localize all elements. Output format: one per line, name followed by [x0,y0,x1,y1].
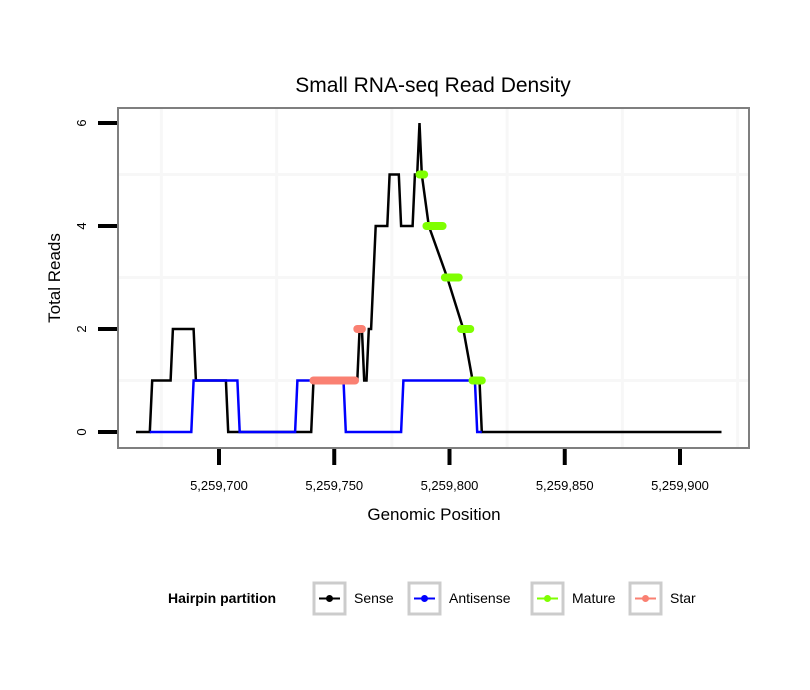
y-axis: 0 2 4 6 [74,119,117,436]
y-tick-label: 2 [74,325,89,332]
x-tick-label: 5,259,800 [421,478,479,493]
x-tick-label: 5,259,900 [651,478,709,493]
legend-label: Star [670,590,696,606]
legend-label: Mature [572,590,616,606]
x-tick-label: 5,259,850 [536,478,594,493]
legend-key-point [544,595,551,602]
legend-title: Hairpin partition [168,590,276,606]
legend-item-antisense: Antisense [407,581,511,616]
legend-items: Sense Antisense Mature Star [312,581,696,616]
plot-panel [117,107,750,449]
x-axis: 5,259,700 5,259,750 5,259,800 5,259,850 5,25… [190,449,709,493]
y-tick-label: 4 [74,222,89,229]
x-tick-label: 5,259,700 [190,478,248,493]
x-tick-label: 5,259,750 [305,478,363,493]
legend-key-point [326,595,333,602]
x-axis-title: Genomic Position [367,505,500,524]
legend-item-sense: Sense [312,581,394,616]
legend-label: Antisense [449,590,511,606]
panel-border [117,107,750,449]
series-line-sense [136,122,722,434]
y-tick-label: 6 [74,119,89,126]
chart-title: Small RNA-seq Read Density [295,74,571,97]
series-layer [136,122,722,434]
legend-key-point [642,595,649,602]
legend-key-point [421,595,428,602]
y-tick-label: 0 [74,428,89,435]
legend-label: Sense [354,590,394,606]
legend-item-star: Star [628,581,696,616]
legend-item-mature: Mature [530,581,616,616]
legend: Hairpin partition Sense Antisense Mature St… [168,581,696,616]
y-axis-title: Total Reads [45,233,64,323]
